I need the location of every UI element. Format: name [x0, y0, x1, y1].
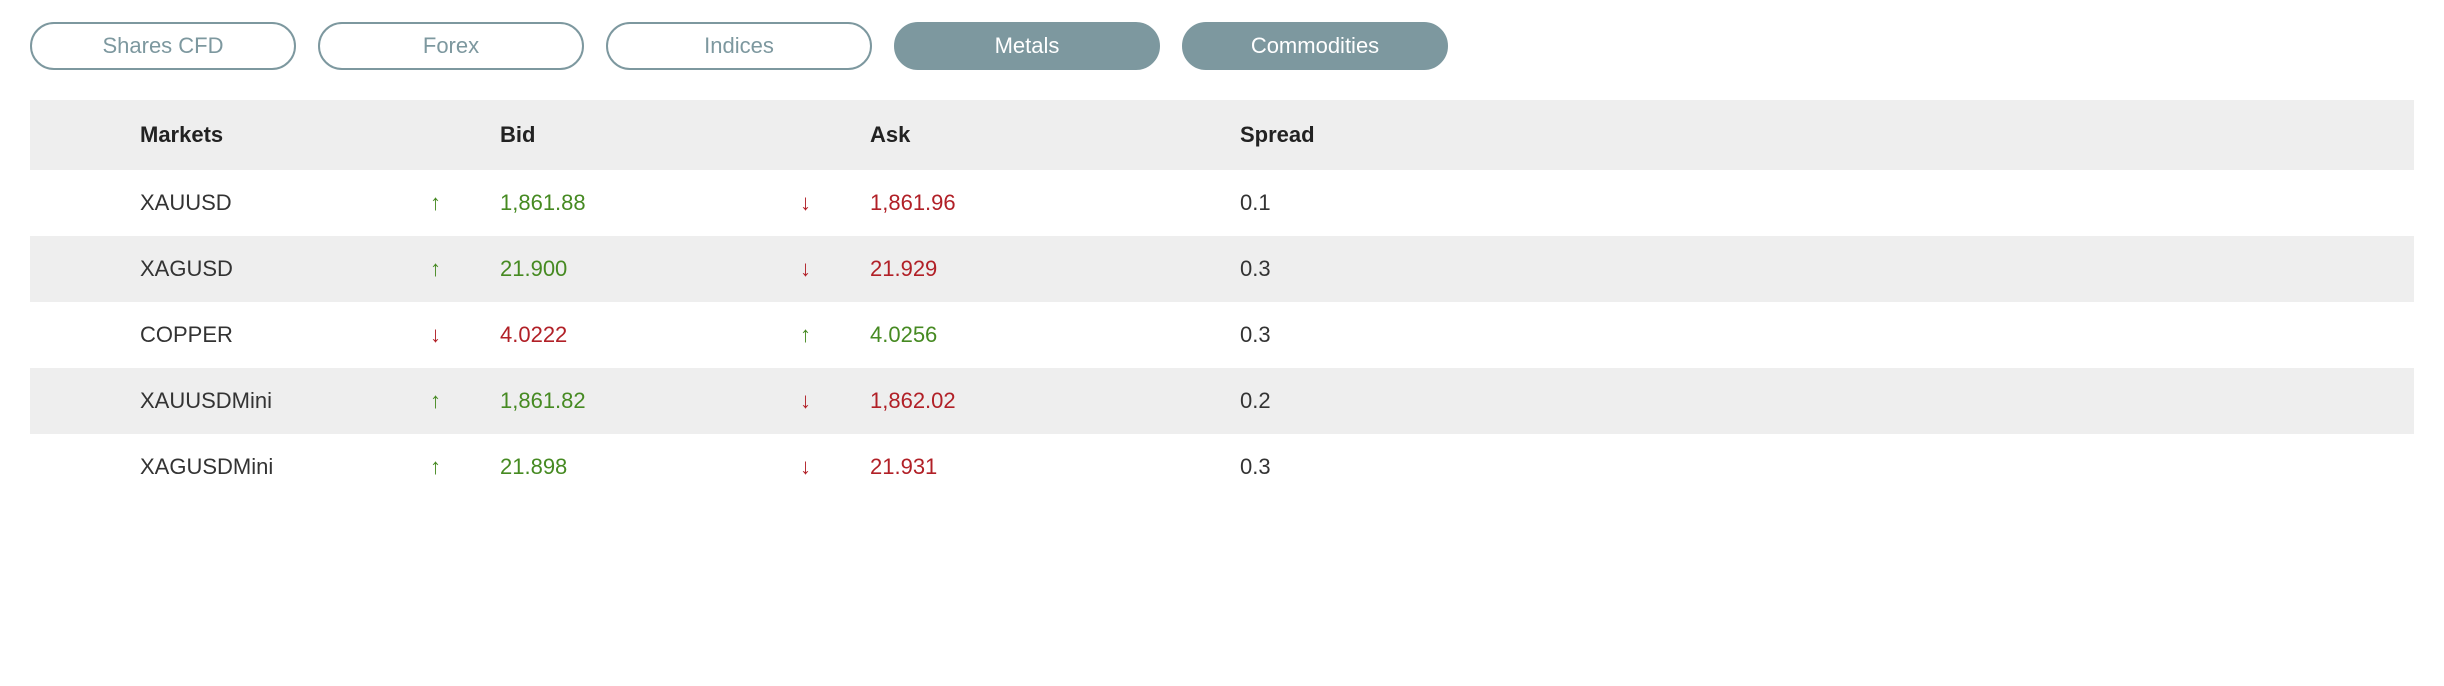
- ask-value: 4.0256: [870, 322, 1240, 348]
- market-name: XAGUSDMini: [140, 454, 430, 480]
- quotes-table: Markets Bid Ask Spread XAUUSD ↑ 1,861.88…: [30, 100, 2414, 500]
- spread-value: 0.3: [1240, 256, 2414, 282]
- spread-value: 0.3: [1240, 322, 2414, 348]
- market-name: COPPER: [140, 322, 430, 348]
- arrow-up-icon: ↑: [430, 256, 500, 282]
- bid-value: 1,861.88: [500, 190, 800, 216]
- ask-value: 1,862.02: [870, 388, 1240, 414]
- header-bid: Bid: [500, 122, 800, 148]
- bid-value: 21.900: [500, 256, 800, 282]
- arrow-up-icon: ↑: [430, 454, 500, 480]
- table-row[interactable]: COPPER ↓ 4.0222 ↑ 4.0256 0.3: [30, 302, 2414, 368]
- arrow-up-icon: ↑: [430, 190, 500, 216]
- tab-indices[interactable]: Indices: [606, 22, 872, 70]
- ask-value: 21.929: [870, 256, 1240, 282]
- ask-value: 21.931: [870, 454, 1240, 480]
- arrow-down-icon: ↓: [800, 388, 870, 414]
- tab-forex[interactable]: Forex: [318, 22, 584, 70]
- tab-commodities[interactable]: Commodities: [1182, 22, 1448, 70]
- market-name: XAUUSDMini: [140, 388, 430, 414]
- market-name: XAGUSD: [140, 256, 430, 282]
- table-row[interactable]: XAGUSD ↑ 21.900 ↓ 21.929 0.3: [30, 236, 2414, 302]
- arrow-down-icon: ↓: [430, 322, 500, 348]
- header-ask: Ask: [870, 122, 1240, 148]
- arrow-down-icon: ↓: [800, 454, 870, 480]
- header-markets: Markets: [140, 122, 430, 148]
- arrow-up-icon: ↑: [430, 388, 500, 414]
- arrow-up-icon: ↑: [800, 322, 870, 348]
- market-category-tabs: Shares CFD Forex Indices Metals Commodit…: [30, 22, 2414, 70]
- header-spread: Spread: [1240, 122, 2414, 148]
- table-row[interactable]: XAUUSD ↑ 1,861.88 ↓ 1,861.96 0.1: [30, 170, 2414, 236]
- tab-shares-cfd[interactable]: Shares CFD: [30, 22, 296, 70]
- market-name: XAUUSD: [140, 190, 430, 216]
- ask-value: 1,861.96: [870, 190, 1240, 216]
- tab-metals[interactable]: Metals: [894, 22, 1160, 70]
- spread-value: 0.3: [1240, 454, 2414, 480]
- bid-value: 1,861.82: [500, 388, 800, 414]
- spread-value: 0.2: [1240, 388, 2414, 414]
- arrow-down-icon: ↓: [800, 256, 870, 282]
- table-header: Markets Bid Ask Spread: [30, 100, 2414, 170]
- table-row[interactable]: XAGUSDMini ↑ 21.898 ↓ 21.931 0.3: [30, 434, 2414, 500]
- arrow-down-icon: ↓: [800, 190, 870, 216]
- bid-value: 4.0222: [500, 322, 800, 348]
- bid-value: 21.898: [500, 454, 800, 480]
- spread-value: 0.1: [1240, 190, 2414, 216]
- table-row[interactable]: XAUUSDMini ↑ 1,861.82 ↓ 1,862.02 0.2: [30, 368, 2414, 434]
